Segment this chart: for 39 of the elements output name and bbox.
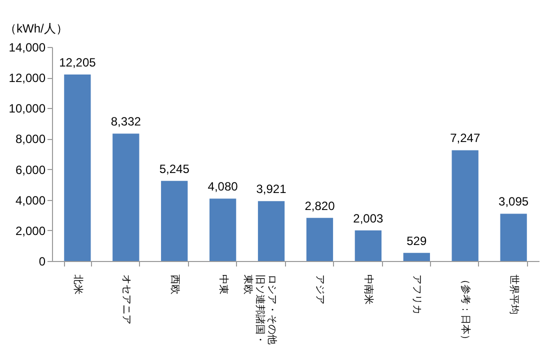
x-tick-label: ロシア・その他旧ソ連邦諸国・東欧	[242, 274, 278, 344]
y-tick-label: 12,000	[8, 71, 46, 86]
x-tick-label: アフリカ	[411, 274, 422, 314]
bar	[452, 150, 478, 261]
bar	[64, 74, 91, 261]
y-tick-label: 14,000	[8, 40, 46, 54]
x-tick-label: （参考：日本）	[460, 274, 472, 344]
x-tick-label: アジア	[314, 274, 326, 304]
y-tick-label: 6,000	[15, 162, 46, 177]
bar	[306, 218, 334, 261]
data-label: 5,245	[159, 162, 190, 176]
y-axis-title: （kWh/人）	[4, 22, 68, 36]
x-tick-label: 中南米	[362, 274, 375, 304]
bar	[258, 201, 285, 261]
y-tick-label: 10,000	[8, 102, 46, 116]
bar	[354, 230, 382, 261]
bar	[403, 252, 430, 261]
data-label: 4,080	[208, 180, 238, 194]
data-label: 7,247	[450, 131, 480, 146]
data-label: 8,332	[110, 114, 142, 129]
x-tick-label: 世界平均	[508, 274, 520, 314]
data-label: 2,820	[304, 198, 336, 213]
y-tick-label: 8,000	[15, 132, 46, 146]
x-tick-label: オセアニア	[120, 274, 132, 324]
data-label: 2,003	[353, 211, 384, 226]
data-label: 3,921	[256, 182, 287, 196]
x-tick-label: 北米	[72, 274, 84, 294]
y-tick-label: 0	[38, 254, 46, 268]
data-label: 12,205	[59, 55, 96, 70]
bar	[209, 198, 236, 261]
bar	[112, 134, 140, 261]
y-tick-label: 2,000	[15, 224, 46, 238]
y-tick-label: 4,000	[15, 193, 46, 208]
bar	[161, 180, 188, 261]
x-tick-label: 中東	[217, 274, 230, 294]
data-label: 3,095	[498, 194, 529, 209]
x-tick-label: 西欧	[168, 274, 180, 294]
data-label: 529	[406, 234, 427, 248]
bar	[500, 214, 527, 261]
